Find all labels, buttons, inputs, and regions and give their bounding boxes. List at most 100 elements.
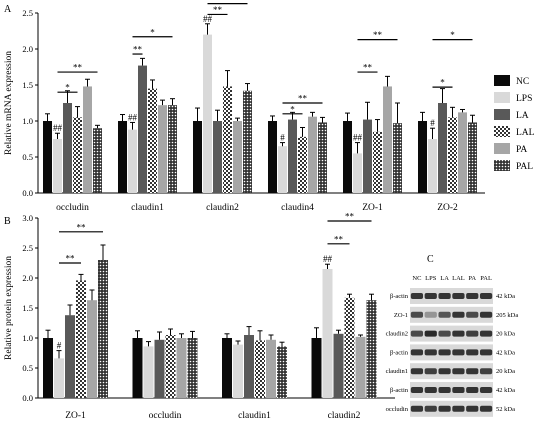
y-tick-label: 0.5 bbox=[22, 363, 33, 373]
significance-mark: ## bbox=[353, 133, 363, 143]
significance-mark: * bbox=[450, 30, 455, 40]
blot-band bbox=[410, 311, 424, 318]
blot-band bbox=[438, 368, 451, 375]
legend-label-la: LA bbox=[516, 111, 529, 121]
blot-band bbox=[452, 311, 465, 318]
bar-lal bbox=[76, 280, 86, 398]
blot-strip bbox=[410, 325, 493, 342]
bar-lps bbox=[233, 344, 243, 398]
bar-lps bbox=[128, 129, 137, 193]
legend-swatch-nc bbox=[494, 75, 510, 86]
significance-mark: ** bbox=[363, 63, 373, 73]
blot-band bbox=[479, 405, 493, 412]
bar-pal bbox=[243, 90, 252, 193]
bar-lps bbox=[203, 34, 212, 193]
blot-kda-label: 20 kDa bbox=[496, 331, 515, 338]
bar-pa bbox=[158, 105, 167, 193]
panel-label-c: C bbox=[427, 254, 434, 265]
blot-band bbox=[452, 368, 465, 375]
blot-band bbox=[438, 349, 451, 356]
bar-la bbox=[363, 119, 372, 193]
blot-band bbox=[410, 349, 424, 356]
bar-lps bbox=[353, 153, 362, 193]
category-label: claudin1 bbox=[238, 411, 271, 421]
y-tick-label: 2.5 bbox=[22, 243, 33, 253]
blot-kda-label: 42 kDa bbox=[496, 387, 515, 394]
significance-mark: * bbox=[65, 83, 70, 93]
bar-la bbox=[63, 103, 72, 193]
blot-protein-label: β-actin bbox=[390, 293, 409, 300]
significance-mark: # bbox=[430, 118, 435, 128]
blot-band bbox=[479, 330, 493, 337]
bar-nc bbox=[311, 338, 322, 398]
category-label: ZO-1 bbox=[362, 203, 383, 213]
bar-pal bbox=[318, 122, 327, 193]
legend-swatch-la bbox=[494, 109, 510, 120]
blot-band bbox=[452, 293, 465, 299]
bar-la bbox=[154, 339, 165, 398]
category-label: occludin bbox=[149, 411, 182, 421]
bar-lps bbox=[278, 146, 287, 193]
significance-mark: * bbox=[150, 27, 155, 37]
blot-kda-label: 52 kDa bbox=[496, 406, 515, 413]
bar-lal bbox=[298, 136, 307, 193]
y-tick-label: 1.5 bbox=[22, 80, 33, 90]
bar-pal bbox=[393, 123, 402, 193]
legend-swatch-lps bbox=[494, 92, 510, 103]
bar-la bbox=[438, 103, 447, 193]
significance-mark: ** bbox=[345, 212, 355, 222]
y-tick-label: 1.5 bbox=[22, 303, 33, 313]
bar-lal bbox=[373, 131, 382, 193]
significance-mark: ## bbox=[203, 14, 213, 24]
blot-band bbox=[410, 405, 424, 412]
legend-label-nc: NC bbox=[516, 77, 529, 87]
bar-pal bbox=[366, 300, 377, 398]
significance-mark: ** bbox=[133, 45, 143, 55]
bar-nc bbox=[268, 121, 277, 193]
blot-band bbox=[424, 368, 437, 375]
blot-band bbox=[479, 387, 493, 393]
blot-band bbox=[424, 293, 437, 299]
blot-band bbox=[452, 387, 465, 393]
blot-band bbox=[438, 387, 451, 393]
blot-kda-label: 42 kDa bbox=[496, 349, 515, 356]
bar-nc bbox=[118, 121, 127, 193]
blot-protein-label: claudin1 bbox=[386, 368, 408, 375]
y-tick-label: 0.0 bbox=[22, 393, 33, 403]
y-axis-title: Relative protein expression bbox=[4, 256, 14, 360]
bar-lps bbox=[143, 346, 154, 398]
lane-label: NC bbox=[412, 275, 421, 282]
blot-band bbox=[410, 368, 424, 375]
legend-label-pa: PA bbox=[516, 145, 527, 155]
bar-pa bbox=[355, 336, 366, 398]
bar-lal bbox=[223, 86, 232, 193]
blot-kda-label: 20 kDa bbox=[496, 368, 515, 375]
blot-strip bbox=[410, 382, 493, 398]
blot-band bbox=[438, 405, 451, 412]
lane-label: PA bbox=[468, 275, 476, 282]
significance-mark: * bbox=[440, 78, 445, 88]
significance-mark: ** bbox=[334, 234, 344, 244]
legend-swatch-lal bbox=[494, 126, 510, 137]
significance-mark: ** bbox=[213, 5, 223, 15]
blot-band bbox=[466, 387, 479, 393]
blot-band bbox=[438, 330, 451, 337]
blot-protein-label: ZO-1 bbox=[394, 312, 408, 319]
blot-band bbox=[466, 330, 479, 337]
blot-band bbox=[466, 405, 479, 412]
category-label: claudin2 bbox=[206, 203, 239, 213]
significance-mark: ## bbox=[53, 123, 63, 133]
bar-nc bbox=[43, 338, 53, 398]
category-label: claudin4 bbox=[281, 203, 314, 213]
blot-strip bbox=[410, 363, 493, 380]
blot-kda-label: 42 kDa bbox=[496, 293, 515, 300]
significance-mark: ** bbox=[373, 30, 383, 40]
bar-pal bbox=[277, 346, 287, 398]
blot-band bbox=[466, 368, 479, 375]
category-label: claudin1 bbox=[131, 203, 164, 213]
bar-pa bbox=[83, 86, 92, 193]
bar-la bbox=[244, 335, 254, 398]
blot-band bbox=[479, 293, 493, 299]
y-tick-label: 1.0 bbox=[22, 333, 33, 343]
bar-lps bbox=[53, 139, 62, 193]
